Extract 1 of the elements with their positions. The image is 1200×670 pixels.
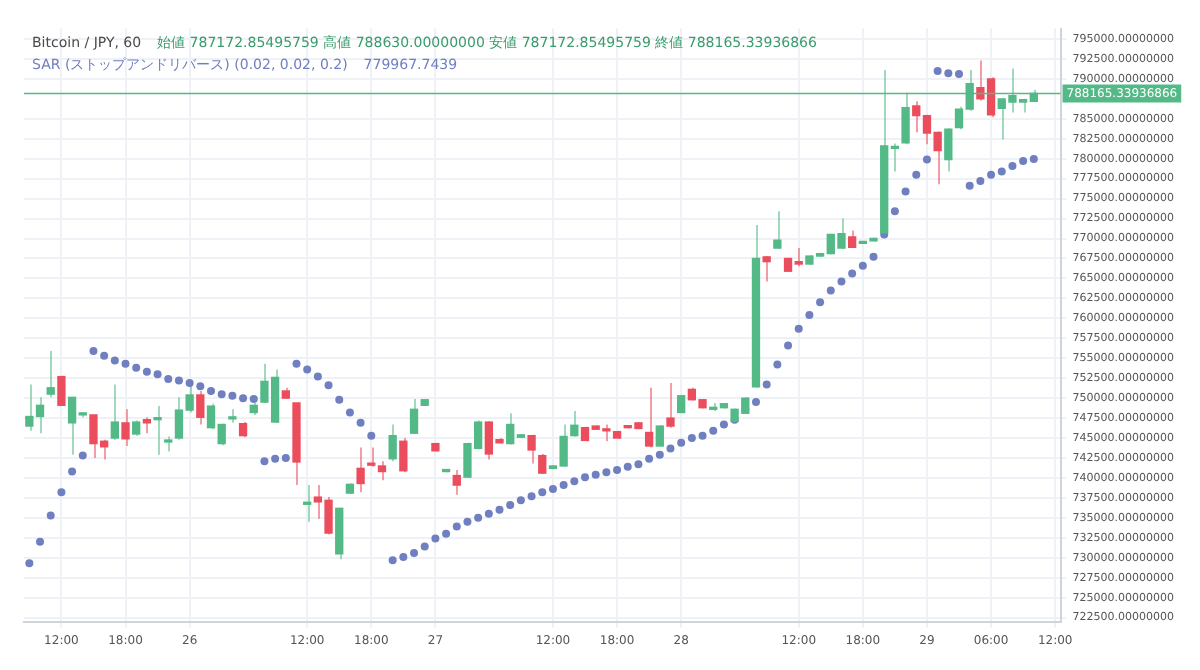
candlestick xyxy=(655,424,664,448)
